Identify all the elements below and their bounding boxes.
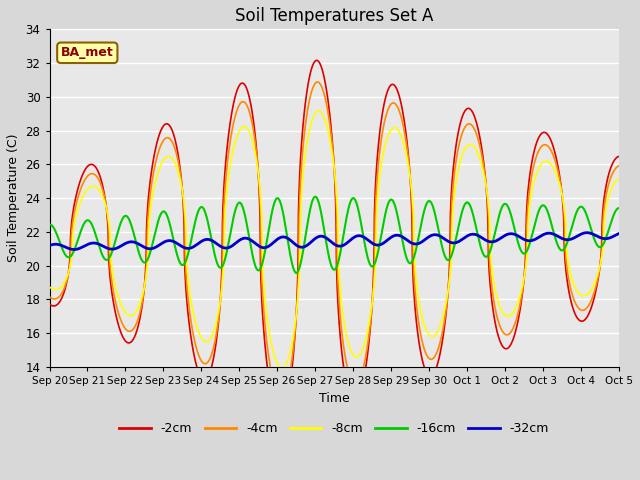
- -16cm: [498, 204, 506, 210]
- -4cm: [615, 163, 623, 168]
- -32cm: [45, 243, 53, 249]
- -32cm: [615, 230, 623, 236]
- -8cm: [424, 330, 431, 336]
- -16cm: [292, 270, 300, 276]
- -8cm: [315, 108, 323, 114]
- -2cm: [498, 342, 506, 348]
- -4cm: [45, 294, 53, 300]
- -16cm: [159, 209, 166, 215]
- -8cm: [172, 163, 180, 168]
- Line: -8cm: -8cm: [49, 111, 619, 368]
- -8cm: [278, 365, 285, 371]
- -16cm: [172, 249, 180, 254]
- Line: -2cm: -2cm: [49, 60, 619, 417]
- -4cm: [498, 327, 506, 333]
- -16cm: [236, 200, 244, 205]
- -2cm: [159, 125, 166, 131]
- -8cm: [615, 176, 623, 181]
- -2cm: [276, 414, 284, 420]
- Y-axis label: Soil Temperature (C): Soil Temperature (C): [7, 134, 20, 263]
- -4cm: [314, 79, 321, 85]
- -8cm: [498, 308, 506, 314]
- -8cm: [548, 163, 556, 168]
- -32cm: [548, 231, 556, 237]
- -32cm: [236, 237, 244, 242]
- -32cm: [423, 235, 431, 241]
- -32cm: [498, 235, 506, 240]
- -32cm: [173, 240, 180, 246]
- Title: Soil Temperatures Set A: Soil Temperatures Set A: [235, 7, 433, 25]
- -8cm: [45, 284, 53, 290]
- -16cm: [311, 194, 319, 200]
- -16cm: [45, 222, 53, 228]
- -8cm: [236, 127, 244, 133]
- -2cm: [424, 372, 431, 377]
- Line: -32cm: -32cm: [49, 233, 619, 250]
- -16cm: [424, 199, 431, 205]
- -2cm: [172, 142, 180, 147]
- Line: -4cm: -4cm: [49, 82, 619, 396]
- -2cm: [45, 301, 53, 307]
- -4cm: [548, 150, 556, 156]
- -32cm: [70, 247, 78, 252]
- -32cm: [159, 240, 166, 246]
- -4cm: [424, 354, 431, 360]
- -32cm: [583, 230, 591, 236]
- Legend: -2cm, -4cm, -8cm, -16cm, -32cm: -2cm, -4cm, -8cm, -16cm, -32cm: [115, 417, 554, 440]
- -4cm: [277, 393, 285, 399]
- -16cm: [548, 224, 556, 229]
- -4cm: [236, 101, 244, 107]
- -4cm: [172, 150, 180, 156]
- -2cm: [615, 154, 623, 159]
- Line: -16cm: -16cm: [49, 197, 619, 273]
- -2cm: [236, 82, 244, 87]
- -4cm: [159, 139, 166, 145]
- -2cm: [548, 141, 556, 146]
- -8cm: [159, 159, 166, 165]
- Text: BA_met: BA_met: [61, 46, 114, 60]
- -2cm: [313, 58, 321, 63]
- X-axis label: Time: Time: [319, 392, 349, 405]
- -16cm: [615, 205, 623, 211]
